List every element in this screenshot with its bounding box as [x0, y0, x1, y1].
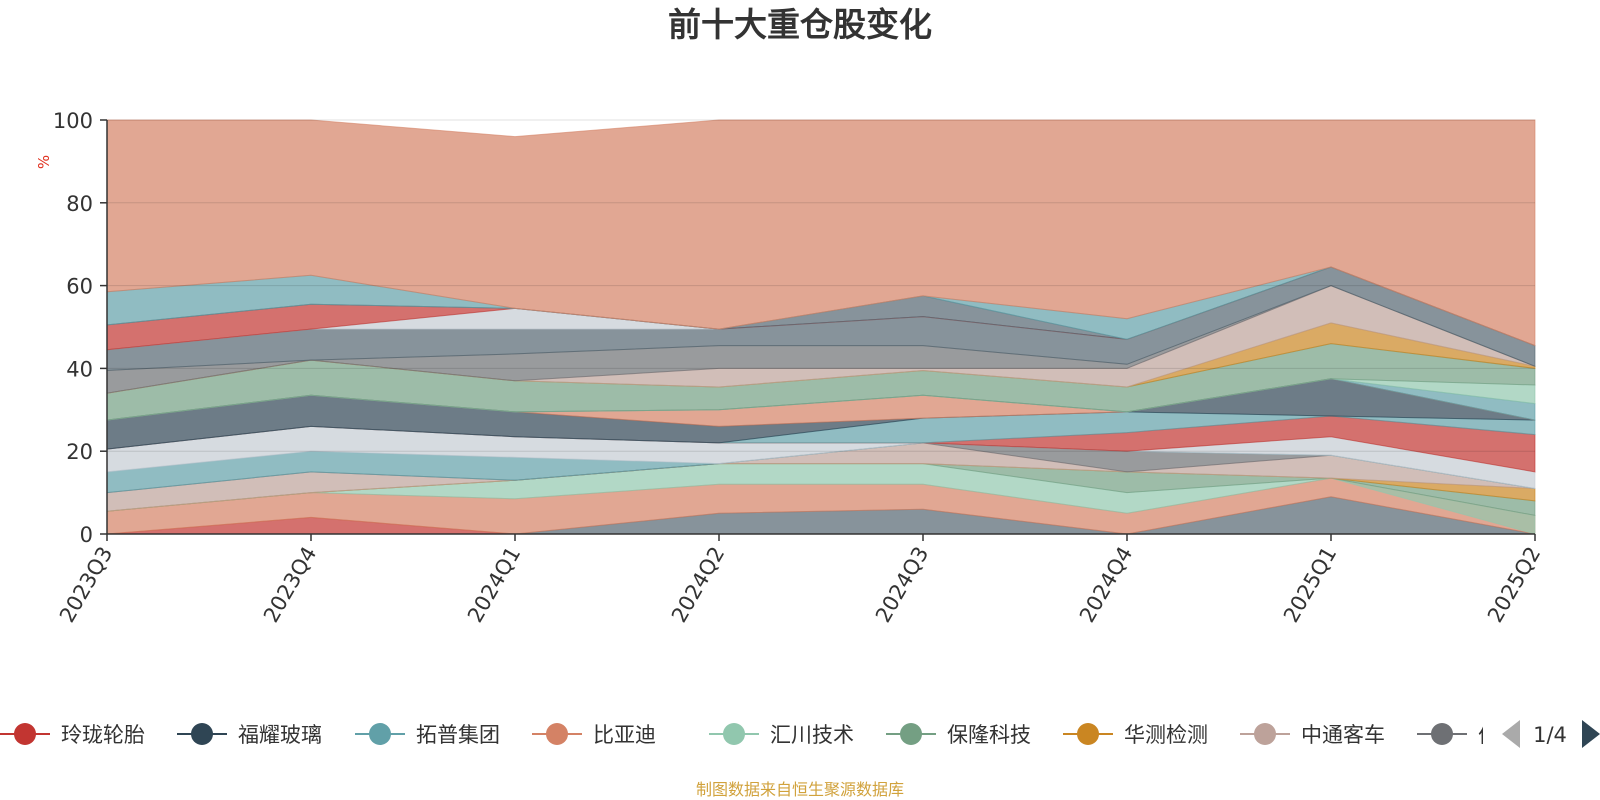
legend-label: 伯特利 [1478, 723, 1541, 747]
legend-item[interactable]: 保隆科技 [886, 723, 1031, 747]
x-tick-label: 2024Q3 [871, 543, 933, 627]
x-tick-label: 2023Q4 [259, 543, 321, 627]
legend-item[interactable]: 玲珑轮胎 [0, 723, 145, 747]
x-tick-label: 2025Q1 [1279, 543, 1341, 627]
plot-areas [106, 119, 1536, 535]
x-tick-label: 2024Q2 [667, 543, 729, 627]
legend-item[interactable]: 比亚迪 [532, 723, 656, 747]
y-tick-label: 80 [66, 192, 93, 216]
y-tick-label: 0 [80, 523, 93, 547]
data-source-note: 制图数据来自恒生聚源数据库 [696, 780, 904, 799]
y-tick-label: 20 [66, 440, 93, 464]
legend-item[interactable]: 伯特利 [1417, 723, 1541, 747]
legend-label: 拓普集团 [416, 723, 500, 747]
legend-label: 汇川技术 [770, 723, 854, 747]
legend-prev-arrow-icon[interactable] [1502, 720, 1520, 748]
x-tick-label: 2024Q4 [1075, 543, 1137, 627]
legend-marker-icon [723, 723, 745, 745]
legend-label: 华测检测 [1124, 723, 1208, 747]
legend-label: 中通客车 [1301, 723, 1385, 747]
legend-pager[interactable]: 1/4 [1502, 720, 1600, 748]
x-tick-label: 2024Q1 [463, 543, 525, 627]
legend-marker-icon [14, 723, 36, 745]
y-axis-unit: % [35, 155, 53, 169]
legend-marker-icon [1077, 723, 1099, 745]
y-tick-label: 60 [66, 275, 93, 299]
x-tick-label: 2023Q3 [55, 543, 117, 627]
legend-label: 保隆科技 [947, 723, 1031, 747]
legend-label: 比亚迪 [593, 723, 656, 747]
x-tick-label: 2025Q2 [1483, 543, 1545, 627]
legend-page-indicator: 1/4 [1533, 723, 1567, 747]
legend-marker-icon [1254, 723, 1276, 745]
legend-item[interactable]: 中通客车 [1240, 723, 1385, 747]
area-band-25 [106, 119, 1536, 347]
legend-marker-icon [900, 723, 922, 745]
legend-label: 玲珑轮胎 [61, 723, 145, 747]
legend-item[interactable]: 拓普集团 [355, 723, 500, 747]
legend-item[interactable]: 华测检测 [1063, 723, 1208, 747]
legend-marker-icon [191, 723, 213, 745]
chart-title: 前十大重仓股变化 [668, 5, 932, 44]
legend-label: 福耀玻璃 [238, 723, 322, 747]
y-tick-label: 40 [66, 357, 93, 381]
legend-marker-icon [369, 723, 391, 745]
legend-marker-icon [546, 723, 568, 745]
legend-next-arrow-icon[interactable] [1582, 720, 1600, 748]
y-tick-label: 100 [53, 109, 93, 133]
legend[interactable]: 玲珑轮胎 福耀玻璃 拓普集团 比亚迪 汇川技术 保隆科技 华测检测 中通客车 伯特利 [0, 723, 1541, 747]
legend-marker-icon [1431, 723, 1453, 745]
legend-item[interactable]: 汇川技术 [709, 723, 854, 747]
legend-item[interactable]: 福耀玻璃 [177, 723, 322, 747]
